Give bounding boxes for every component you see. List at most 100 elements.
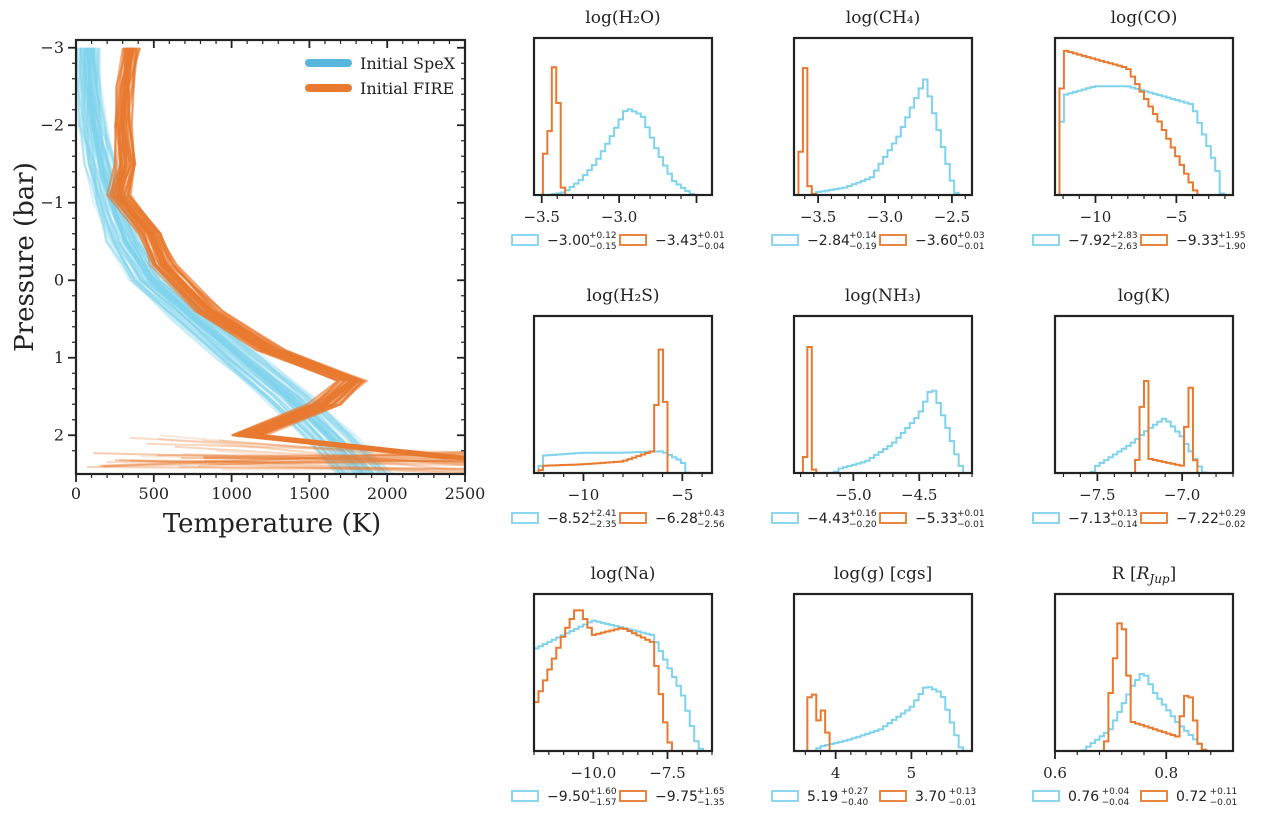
- legend-value: −3.60: [915, 233, 958, 249]
- tp-legend: Initial SpeX Initial FIRE: [309, 54, 456, 98]
- tp-xtick-label: 1000: [211, 484, 252, 503]
- legend-swatch-spex: [512, 791, 538, 801]
- legend-plus-error: +0.16: [849, 509, 877, 519]
- legend-minus-error: −0.14: [1110, 520, 1138, 530]
- tp-ylabel: Pressure (bar): [10, 162, 40, 352]
- histogram-title: log(Na): [591, 564, 656, 584]
- legend-value: −7.22: [1176, 511, 1219, 527]
- legend-minus-error: −1.57: [589, 798, 617, 808]
- legend-value: −8.52: [547, 511, 590, 527]
- tp-ytick-label: 0: [54, 270, 64, 289]
- spex-histogram: [1055, 86, 1233, 195]
- legend-value: −6.28: [655, 511, 698, 527]
- legend-plus-error: +1.60: [589, 787, 617, 797]
- legend-minus-error: −0.15: [589, 242, 617, 252]
- legend-plus-error: +0.14: [849, 231, 877, 241]
- legend-plus-error: +0.43: [697, 509, 725, 519]
- histogram-xtick-label: −5: [671, 486, 693, 504]
- histogram-title: log(CO): [1111, 8, 1178, 28]
- fire-histogram: [1055, 381, 1233, 473]
- legend-plus-error: +0.13: [949, 787, 977, 797]
- histogram-frame: [534, 316, 712, 473]
- legend-swatch-fire: [620, 791, 646, 801]
- histogram-xtick-label: −10.0: [570, 764, 616, 782]
- legend-swatch-spex: [1033, 791, 1059, 801]
- legend-plus-error: +1.65: [697, 787, 725, 797]
- legend-minus-error: −2.56: [697, 520, 725, 530]
- histogram-panel: log(Na)−10.0−7.5−9.50+1.60−1.57−9.75+1.6…: [512, 564, 725, 808]
- spex-histogram: [794, 391, 972, 473]
- legend-plus-error: +0.03: [957, 231, 985, 241]
- histogram-title: log(H₂O): [585, 8, 660, 28]
- fire-histogram: [1055, 623, 1233, 751]
- legend-swatch-spex: [772, 235, 798, 245]
- legend-swatch-fire: [880, 791, 906, 801]
- histogram-title: log(K): [1118, 286, 1171, 306]
- histogram-xtick-label: −3.5: [800, 208, 836, 226]
- legend-plus-error: +2.83: [1110, 231, 1138, 241]
- legend-minus-error: −0.04: [697, 242, 725, 252]
- histogram-xtick-label: −3.5: [524, 208, 560, 226]
- legend-swatch-spex: [512, 513, 538, 523]
- histogram-xtick-label: −10: [568, 486, 600, 504]
- legend-minus-error: −0.04: [1102, 798, 1130, 808]
- tp-ytick-label: −2: [40, 115, 64, 134]
- histogram-xtick-label: −2.5: [934, 208, 970, 226]
- legend-value: −4.43: [807, 511, 850, 527]
- histogram-panel: log(H₂S)−10−5−8.52+2.41−2.35−6.28+0.43−2…: [512, 286, 725, 530]
- fire-histogram: [534, 67, 712, 195]
- tp-xtick-label: 1500: [289, 484, 330, 503]
- legend-minus-error: −1.35: [697, 798, 725, 808]
- histogram-title: log(g) [cgs]: [834, 564, 933, 584]
- tp-ytick-label: −3: [40, 38, 64, 57]
- tp-ytick-label: −1: [40, 193, 64, 212]
- legend-swatch-fire: [620, 235, 646, 245]
- histogram-panel: log(K)−7.5−7.0−7.13+0.13−0.14−7.22+0.29−…: [1033, 286, 1246, 530]
- histogram-title: log(H₂S): [586, 286, 659, 306]
- legend-label-fire: Initial FIRE: [360, 79, 454, 98]
- histogram-xtick-label: 4: [831, 764, 841, 782]
- legend-value: −7.92: [1068, 233, 1111, 249]
- legend-swatch-fire: [1141, 235, 1167, 245]
- legend-plus-error: +0.29: [1218, 509, 1246, 519]
- legend-swatch-spex: [1033, 513, 1059, 523]
- tp-xtick-label: 0: [71, 484, 81, 503]
- legend-plus-error: +0.12: [589, 231, 617, 241]
- spex-histogram: [1055, 674, 1233, 751]
- legend-minus-error: −0.01: [957, 520, 985, 530]
- legend-swatch-fire: [880, 235, 906, 245]
- legend-plus-error: +0.27: [841, 787, 869, 797]
- legend-swatch-fire: [880, 513, 906, 523]
- legend-minus-error: −0.01: [957, 242, 985, 252]
- legend-plus-error: +2.41: [589, 509, 617, 519]
- legend-value: 0.76: [1068, 789, 1099, 805]
- legend-swatch-fire: [1141, 513, 1167, 523]
- legend-minus-error: −0.40: [841, 798, 869, 808]
- legend-value: 3.70: [915, 789, 946, 805]
- legend-swatch-spex: [512, 235, 538, 245]
- histogram-xtick-label: 5: [907, 764, 917, 782]
- legend-minus-error: −0.20: [849, 520, 877, 530]
- legend-label-spex: Initial SpeX: [360, 54, 456, 73]
- histogram-xtick-label: −4.5: [901, 486, 937, 504]
- histogram-xtick-label: 0.6: [1043, 764, 1067, 782]
- histogram-xtick-label: −3.0: [601, 208, 637, 226]
- legend-value: −9.33: [1176, 233, 1219, 249]
- histogram-title: log(NH₃): [845, 286, 921, 306]
- posterior-histogram-grid: log(H₂O)−3.5−3.0−3.00+0.12−0.15−3.43+0.0…: [512, 8, 1246, 808]
- histogram-panel: log(CH₄)−3.5−3.0−2.5−2.84+0.14−0.19−3.60…: [772, 8, 985, 252]
- legend-value: −9.75: [655, 789, 698, 805]
- legend-swatch-spex: [1033, 235, 1059, 245]
- legend-plus-error: +1.95: [1218, 231, 1246, 241]
- legend-minus-error: −0.02: [1218, 520, 1246, 530]
- legend-plus-error: +0.11: [1210, 787, 1238, 797]
- legend-plus-error: +0.04: [1102, 787, 1130, 797]
- legend-value: −3.00: [547, 233, 590, 249]
- histogram-frame: [1055, 38, 1233, 195]
- tp-xtick-label: 2000: [367, 484, 408, 503]
- histogram-frame: [794, 38, 972, 195]
- legend-value: −2.84: [807, 233, 850, 249]
- histogram-xtick-label: −7.5: [649, 764, 685, 782]
